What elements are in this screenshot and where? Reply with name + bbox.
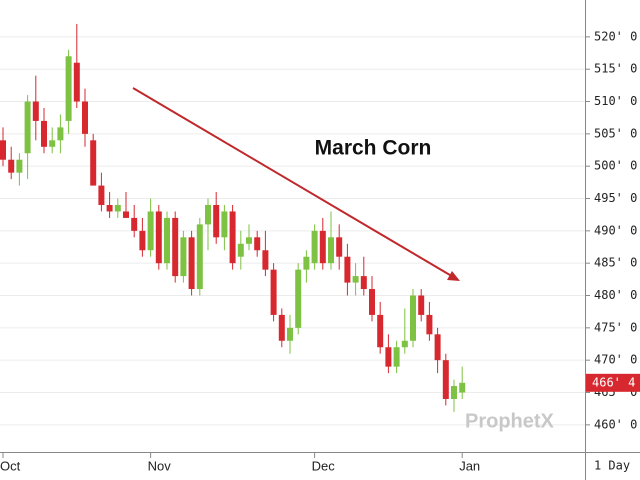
y-tick-label: 475' 0 bbox=[594, 320, 637, 334]
y-tick-label: 495' 0 bbox=[594, 191, 637, 205]
candle-body bbox=[287, 327, 293, 341]
x-tick-label: Jan bbox=[459, 458, 480, 473]
y-tick-label: 515' 0 bbox=[594, 62, 637, 76]
candle-body bbox=[32, 101, 39, 121]
candle-body bbox=[295, 269, 302, 328]
candle-body bbox=[385, 347, 392, 367]
candle-body bbox=[303, 256, 310, 270]
candle-body bbox=[65, 56, 72, 121]
candle-body bbox=[278, 314, 285, 341]
candle-body bbox=[106, 204, 113, 212]
y-tick-label: 460' 0 bbox=[594, 417, 637, 431]
candle-body bbox=[147, 211, 154, 251]
candle-body bbox=[24, 101, 31, 154]
candle-body bbox=[172, 217, 179, 277]
x-tick-label: Dec bbox=[312, 458, 336, 473]
last-price-box bbox=[586, 373, 640, 392]
candle-body bbox=[311, 230, 318, 264]
candle-body bbox=[98, 185, 105, 205]
candle-body bbox=[410, 295, 416, 341]
candle-body bbox=[41, 120, 47, 147]
candle-body bbox=[254, 237, 261, 251]
y-tick-label: 510' 0 bbox=[594, 94, 637, 108]
last-price-label: 466' 4 bbox=[592, 375, 635, 389]
candle-body bbox=[369, 289, 375, 315]
candle-body bbox=[434, 334, 441, 361]
candle-body bbox=[229, 211, 236, 264]
candle-body bbox=[0, 140, 6, 160]
x-tick-label: Nov bbox=[148, 458, 172, 473]
candle-body bbox=[459, 382, 466, 393]
y-tick-label: 505' 0 bbox=[594, 126, 637, 140]
y-tick-label: 500' 0 bbox=[594, 159, 637, 173]
candle-body bbox=[401, 340, 408, 348]
candle-body bbox=[82, 101, 88, 134]
y-tick-label: 480' 0 bbox=[594, 288, 637, 302]
y-tick-label: 485' 0 bbox=[594, 256, 637, 270]
chart-title: March Corn bbox=[315, 137, 432, 160]
candle-body bbox=[377, 314, 384, 348]
candle-body bbox=[213, 204, 220, 238]
candle-body bbox=[188, 237, 195, 290]
candle-body bbox=[196, 224, 203, 290]
candle-body bbox=[451, 386, 457, 399]
candle-body bbox=[336, 237, 343, 257]
candle-body bbox=[262, 250, 269, 270]
candle-body bbox=[393, 347, 400, 367]
y-tick-label: 490' 0 bbox=[594, 223, 637, 237]
candle-body bbox=[344, 256, 351, 283]
candle-body bbox=[8, 159, 15, 173]
grid bbox=[0, 36, 585, 426]
x-tick-label: Oct bbox=[0, 458, 21, 473]
candle-body bbox=[270, 269, 277, 315]
candle-body bbox=[246, 237, 252, 244]
candle-body bbox=[139, 230, 146, 251]
candle-body bbox=[73, 62, 80, 102]
candle-body bbox=[180, 237, 187, 277]
candle-body bbox=[131, 217, 138, 231]
candle-body bbox=[57, 127, 64, 141]
candle-body bbox=[319, 230, 326, 264]
y-tick-label: 520' 0 bbox=[594, 29, 637, 43]
trend-arrow bbox=[132, 87, 456, 279]
candle-body bbox=[49, 140, 56, 147]
candle-body bbox=[418, 295, 425, 315]
candle-body bbox=[328, 237, 334, 264]
candles bbox=[0, 23, 466, 412]
candle-body bbox=[123, 211, 129, 218]
candle-body bbox=[164, 217, 170, 264]
candle-body bbox=[442, 360, 449, 399]
candle-body bbox=[205, 204, 211, 225]
candle-body bbox=[114, 204, 121, 212]
candle-body bbox=[426, 314, 433, 335]
candle-body bbox=[237, 243, 244, 257]
candle-body bbox=[16, 159, 23, 173]
arrow-head bbox=[447, 271, 460, 281]
candle-body bbox=[360, 276, 367, 290]
candle-body bbox=[90, 140, 97, 186]
candle-body bbox=[155, 211, 162, 264]
candle-body bbox=[221, 211, 228, 238]
watermark: ProphetX bbox=[465, 410, 555, 432]
y-tick-label: 470' 0 bbox=[594, 353, 637, 367]
candle-body bbox=[352, 276, 359, 283]
interval-label: 1 Day bbox=[594, 459, 630, 473]
